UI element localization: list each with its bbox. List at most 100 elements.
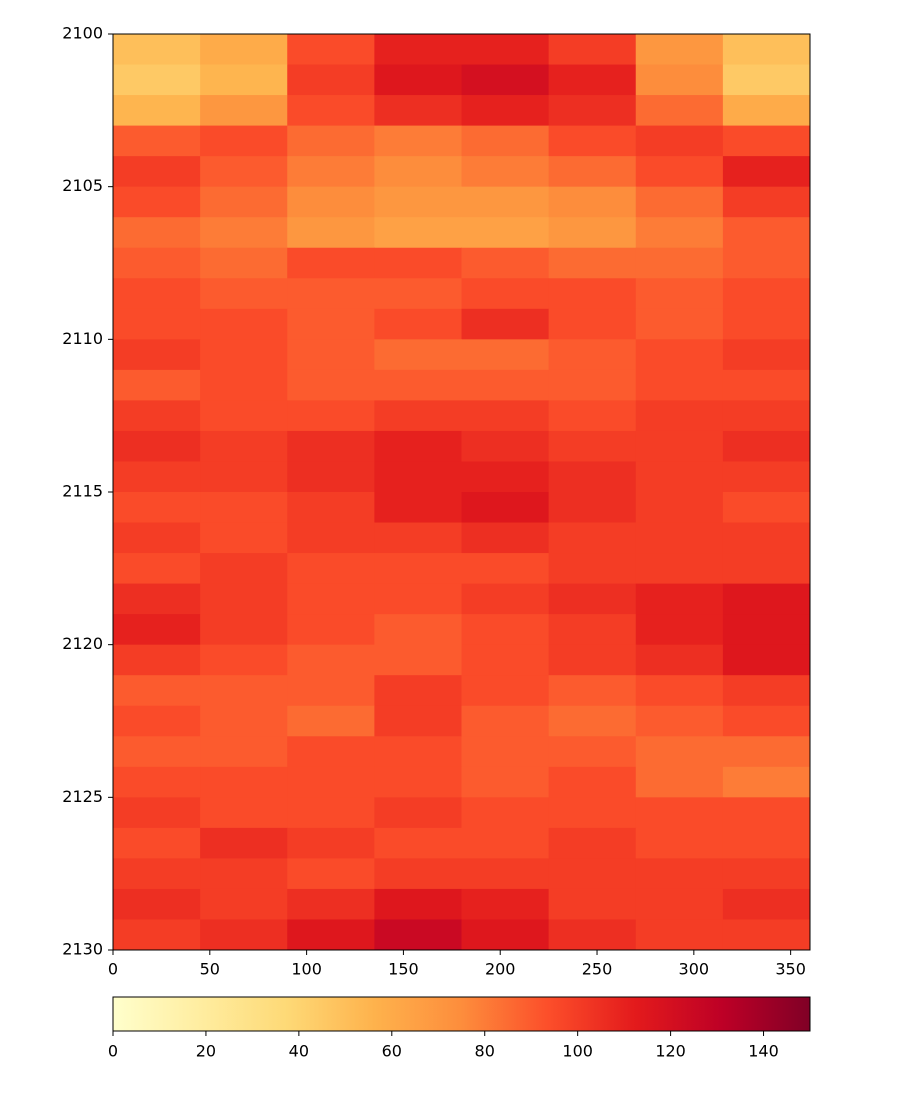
heatmap-cell bbox=[287, 369, 375, 401]
heatmap-cell bbox=[200, 583, 288, 615]
heatmap-cell bbox=[374, 553, 462, 585]
heatmap-cell bbox=[461, 400, 550, 432]
heatmap-cell bbox=[113, 156, 201, 188]
heatmap-cell bbox=[461, 64, 550, 96]
heatmap-cell bbox=[287, 430, 375, 462]
heatmap-cell bbox=[548, 156, 637, 188]
heatmap-cell bbox=[374, 95, 462, 127]
y-tick-label: 2100 bbox=[62, 24, 103, 43]
heatmap-cell bbox=[635, 95, 724, 127]
heatmap-cell bbox=[548, 247, 637, 279]
heatmap-cell bbox=[287, 217, 375, 249]
heatmap-cell bbox=[548, 217, 637, 249]
heatmap-cell bbox=[635, 522, 724, 554]
heatmap-cell bbox=[635, 583, 724, 615]
heatmap-cell bbox=[287, 553, 375, 585]
heatmap-cell bbox=[113, 125, 201, 157]
heatmap-cell bbox=[548, 461, 637, 493]
heatmap-cell bbox=[548, 675, 637, 707]
heatmap-cell bbox=[200, 247, 288, 279]
heatmap-cell bbox=[548, 339, 637, 371]
heatmap-cell bbox=[200, 339, 288, 371]
y-tick-label: 2105 bbox=[62, 176, 103, 195]
heatmap-cell bbox=[113, 339, 201, 371]
heatmap-cell bbox=[200, 888, 288, 920]
heatmap-cell bbox=[113, 766, 201, 798]
heatmap-cell bbox=[287, 64, 375, 96]
heatmap-cell bbox=[722, 461, 811, 493]
heatmap-cell bbox=[374, 461, 462, 493]
heatmap-cell bbox=[635, 675, 724, 707]
heatmap-cell bbox=[374, 308, 462, 340]
heatmap-cell bbox=[113, 64, 201, 96]
heatmap-cell bbox=[635, 64, 724, 96]
heatmap-cell bbox=[635, 858, 724, 890]
heatmap-cell bbox=[113, 583, 201, 615]
heatmap-cell bbox=[374, 247, 462, 279]
heatmap-cell bbox=[374, 125, 462, 157]
heatmap-cell bbox=[635, 553, 724, 585]
heatmap-cell bbox=[548, 369, 637, 401]
heatmap-cell bbox=[287, 278, 375, 310]
heatmap-cell bbox=[287, 522, 375, 554]
heatmap-cell bbox=[722, 492, 811, 524]
heatmap-cell bbox=[548, 705, 637, 737]
x-tick-label: 100 bbox=[291, 960, 322, 979]
heatmap-cell bbox=[287, 675, 375, 707]
heatmap-cell bbox=[461, 156, 550, 188]
heatmap-cell bbox=[722, 217, 811, 249]
heatmap-cell bbox=[461, 827, 550, 859]
heatmap-cell bbox=[461, 339, 550, 371]
heatmap-cell bbox=[461, 369, 550, 401]
heatmap-cell bbox=[287, 339, 375, 371]
heatmap-cell bbox=[722, 522, 811, 554]
heatmap-cell bbox=[722, 278, 811, 310]
heatmap-cell bbox=[548, 553, 637, 585]
heatmap-cell bbox=[200, 858, 288, 890]
heatmap-cell bbox=[287, 125, 375, 157]
heatmap-cell bbox=[374, 827, 462, 859]
heatmap-cell bbox=[722, 400, 811, 432]
heatmap-cell bbox=[200, 644, 288, 676]
heatmap-cell bbox=[113, 186, 201, 218]
heatmap-cell bbox=[113, 553, 201, 585]
heatmap-cell bbox=[461, 461, 550, 493]
heatmap-cell bbox=[374, 919, 462, 951]
heatmap-cell bbox=[722, 888, 811, 920]
y-tick-label: 2125 bbox=[62, 787, 103, 806]
heatmap-cell bbox=[374, 64, 462, 96]
heatmap-cell bbox=[113, 888, 201, 920]
heatmap-cell bbox=[374, 583, 462, 615]
heatmap-cell bbox=[113, 308, 201, 340]
heatmap-cell bbox=[722, 247, 811, 279]
heatmap-cell bbox=[461, 583, 550, 615]
heatmap-cell bbox=[113, 797, 201, 829]
heatmap-cell bbox=[722, 553, 811, 585]
heatmap-cell bbox=[200, 675, 288, 707]
x-tick-label: 0 bbox=[108, 960, 118, 979]
x-tick-label: 250 bbox=[582, 960, 613, 979]
x-tick-label: 300 bbox=[679, 960, 710, 979]
x-tick-label: 200 bbox=[485, 960, 516, 979]
x-tick-label: 50 bbox=[200, 960, 220, 979]
heatmap-cell bbox=[548, 583, 637, 615]
heatmap-cell bbox=[548, 736, 637, 768]
heatmap-cell bbox=[113, 430, 201, 462]
heatmap-cell bbox=[722, 827, 811, 859]
heatmap-cell bbox=[461, 675, 550, 707]
heatmap-cell bbox=[461, 308, 550, 340]
heatmap-cell bbox=[461, 644, 550, 676]
heatmap-cell bbox=[113, 34, 201, 66]
heatmap-cell bbox=[461, 888, 550, 920]
heatmap-cell bbox=[635, 797, 724, 829]
heatmap-cell bbox=[113, 827, 201, 859]
heatmap-cell bbox=[548, 64, 637, 96]
heatmap-cell bbox=[200, 34, 288, 66]
heatmap-cell bbox=[374, 492, 462, 524]
heatmap-cell bbox=[635, 644, 724, 676]
heatmap-cell bbox=[722, 156, 811, 188]
heatmap-cell bbox=[200, 156, 288, 188]
heatmap-cell bbox=[722, 125, 811, 157]
heatmap-cell bbox=[461, 553, 550, 585]
heatmap-cell bbox=[200, 766, 288, 798]
